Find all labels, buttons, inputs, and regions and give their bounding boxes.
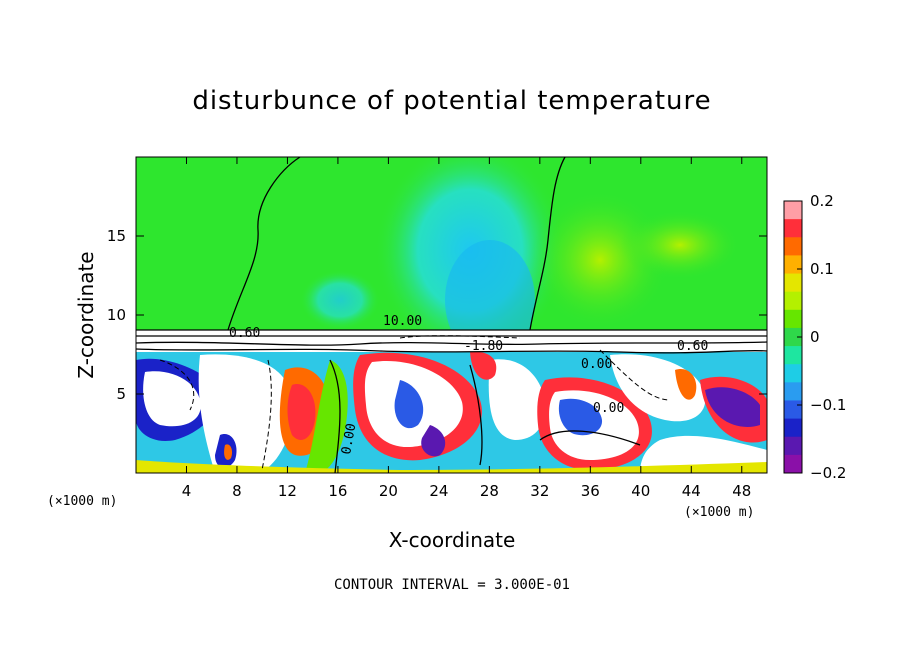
y-tick-label: 5	[116, 385, 126, 403]
x-tick-label: 36	[581, 482, 600, 500]
y-tick-label: 10	[107, 306, 126, 324]
colorbar-swatch	[784, 327, 802, 347]
x-tick-label: 4	[182, 482, 192, 500]
x-unit-label-right: (×1000 m)	[684, 505, 754, 520]
cyan-anomaly-left	[300, 270, 380, 330]
x-tick-label: 40	[631, 482, 650, 500]
colorbar-swatch	[784, 291, 802, 311]
x-tick-label: 24	[429, 482, 448, 500]
colorbar-swatch	[784, 400, 802, 420]
contour-label: 0.00	[593, 401, 624, 416]
x-tick-label: 16	[328, 482, 347, 500]
x-unit-label-left: (×1000 m)	[47, 494, 117, 509]
x-tick-label: 8	[232, 482, 242, 500]
contour-label: 0.60	[677, 339, 708, 354]
colorbar-swatch	[784, 237, 802, 256]
contour-line	[469, 364, 483, 466]
negative-contours	[159, 335, 671, 471]
x-tick-label: 28	[480, 482, 499, 500]
y-axis: 5 10 15	[107, 227, 767, 403]
contour-line	[135, 348, 768, 354]
contour-line	[135, 341, 768, 346]
colorbar-tick-label: 0.1	[810, 260, 834, 278]
turbulent-blobs	[136, 351, 767, 473]
colorbar-swatch	[784, 201, 802, 220]
contour-labels: 0.60 10.00 -1.80 0.60 0.00 0.00 0.00	[229, 314, 708, 456]
colorbar-tick-label: −0.1	[810, 396, 846, 414]
contour-label: -1.80	[464, 339, 503, 354]
x-axis-label: X-coordinate	[389, 528, 516, 552]
contour-label: 0.00	[581, 357, 612, 372]
contour-line	[329, 359, 341, 474]
colorbar-swatch	[784, 454, 802, 474]
y-tick-label: 15	[107, 227, 126, 245]
yellow-anomaly-right	[620, 210, 740, 280]
contour-label: 0.00	[339, 422, 359, 455]
colorbar-swatch	[784, 418, 802, 438]
x-tick-label: 44	[682, 482, 701, 500]
colorbar-tick-label: 0	[810, 328, 820, 346]
colorbar-swatch	[784, 346, 802, 365]
contour-line	[529, 156, 566, 331]
y-axis-label: Z-coordinate	[74, 251, 98, 378]
colorbar-tick-label: −0.2	[810, 464, 846, 482]
colorbar-swatch	[784, 255, 802, 275]
field-layer	[136, 157, 767, 473]
contour-label: 10.00	[383, 314, 422, 329]
x-tick-label: 32	[530, 482, 549, 500]
contour-line-dashed	[261, 359, 272, 471]
contour-label: 0.60	[229, 326, 260, 341]
contour-line-dashed	[159, 359, 195, 411]
x-tick-label: 20	[379, 482, 398, 500]
contour-line	[539, 430, 641, 446]
colorbar-swatch	[784, 436, 802, 456]
contour-line	[227, 156, 301, 331]
colorbar-swatch	[784, 364, 802, 383]
contour-line-dashed	[599, 349, 671, 401]
colorbar-tick-label: 0.2	[810, 192, 834, 210]
x-tick-label: 48	[732, 482, 751, 500]
x-axis: 4 8 12 16 20 24 28 32 36 40 44 48	[182, 157, 751, 500]
colorbar-swatch	[784, 309, 802, 329]
colorbar: 0.2 0.1 0 −0.1 −0.2	[783, 192, 846, 482]
contour-line-dashed	[399, 335, 521, 339]
colorbar-swatch	[784, 273, 802, 293]
colorbar-swatch	[784, 382, 802, 401]
colorbar-swatch	[784, 219, 802, 238]
x-tick-label: 12	[278, 482, 297, 500]
contour-interval-note: CONTOUR INTERVAL = 3.000E-01	[333, 577, 570, 593]
chart-title: disturbunce of potential temperature	[192, 86, 712, 116]
